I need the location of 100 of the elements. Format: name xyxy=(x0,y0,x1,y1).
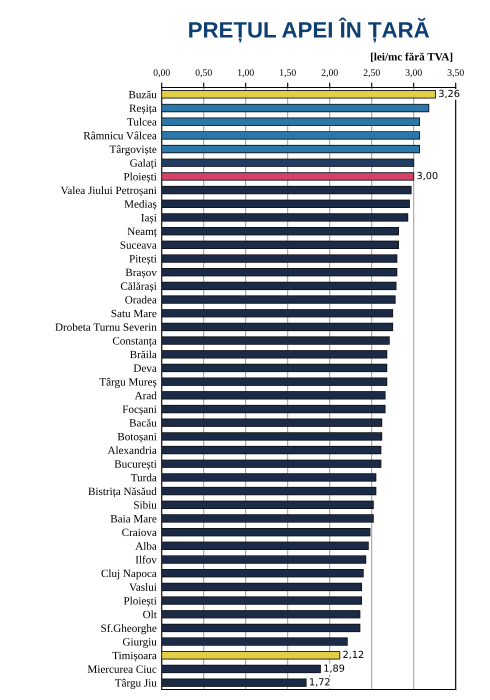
bar xyxy=(162,651,340,660)
bar xyxy=(162,624,360,632)
y-tick-label: Ploiești xyxy=(124,172,157,183)
data-label: 1,72 xyxy=(310,678,330,686)
y-tick-label: Suceava xyxy=(120,241,157,249)
bar xyxy=(162,144,420,154)
y-tick-label: Focșani xyxy=(122,406,157,416)
x-tick-label: 2,00 xyxy=(322,69,338,78)
y-tick-label: Sibiu xyxy=(134,500,157,509)
bar xyxy=(162,664,321,674)
y-tick-label: Buzău xyxy=(128,90,157,98)
y-tick-label: Sf.Gheorghe xyxy=(101,624,156,634)
y-tick-label: Oradea xyxy=(125,296,157,304)
bar xyxy=(162,104,430,112)
y-tick-label: Baia Mare xyxy=(110,514,156,522)
bar xyxy=(162,268,398,276)
y-tick-label: Miercurea Ciuc xyxy=(88,665,156,673)
y-tick-label: Turda xyxy=(130,474,157,482)
bar xyxy=(162,569,364,578)
y-tick-label: Craiova xyxy=(122,528,157,536)
bar xyxy=(162,200,410,208)
bar xyxy=(162,322,394,332)
y-tick-label: Pitești xyxy=(129,255,157,265)
y-tick-label: Bacău xyxy=(129,418,157,427)
y-tick-label: Drobeta Turnu Severin xyxy=(55,323,157,331)
bar xyxy=(162,514,374,523)
bar xyxy=(162,158,414,167)
bar xyxy=(162,528,370,536)
y-tick-label: Tulcea xyxy=(127,118,157,126)
x-tick-label: 3,00 xyxy=(406,69,422,78)
bar xyxy=(162,500,374,509)
bar xyxy=(162,213,408,222)
bar xyxy=(162,404,386,414)
data-label: 2,12 xyxy=(343,650,364,660)
y-tick-label: Giurgiu xyxy=(122,638,157,648)
y-tick-label: Călărași xyxy=(120,282,157,292)
y-tick-label: Brăila xyxy=(130,350,157,358)
data-label: 3,00 xyxy=(417,172,438,180)
x-axis-title: [lei/mc fără TVA] xyxy=(370,52,452,62)
y-tick-label: Târgu Mureș xyxy=(100,378,156,388)
y-tick-label: Arad xyxy=(134,391,157,400)
x-tick-label: 2,50 xyxy=(364,69,380,78)
bar xyxy=(162,131,420,140)
y-tick-label: București xyxy=(114,460,157,470)
bar xyxy=(162,336,390,345)
bar xyxy=(162,186,412,194)
bar xyxy=(162,678,307,687)
y-tick-label: Târgoviște xyxy=(110,145,156,156)
y-tick-label: Olt xyxy=(143,610,157,618)
bar xyxy=(162,542,369,550)
y-tick-label: Iași xyxy=(141,214,157,224)
bar xyxy=(162,460,382,468)
y-tick-label: Neamț xyxy=(128,228,157,238)
x-tick-label: 3,50 xyxy=(448,69,464,78)
data-label: 3,26 xyxy=(439,90,460,98)
y-tick-label: Alba xyxy=(135,542,157,550)
bar xyxy=(162,226,399,236)
bar xyxy=(162,418,382,427)
bar xyxy=(162,309,394,318)
bar xyxy=(162,118,420,126)
y-tick-label: Timișoara xyxy=(112,652,157,662)
y-tick-label: Bistrița Năsăud xyxy=(88,487,157,498)
bar xyxy=(162,364,388,372)
y-tick-label: Deva xyxy=(134,364,157,372)
x-tick-label: 0,50 xyxy=(196,69,212,78)
y-tick-label: Brașov xyxy=(126,268,157,278)
y-tick-label: Mediaș xyxy=(124,200,156,210)
bar xyxy=(162,582,362,592)
bar xyxy=(162,254,398,263)
bar xyxy=(162,377,388,386)
bar xyxy=(162,350,388,358)
y-tick-label: Galați xyxy=(130,158,157,169)
bar xyxy=(162,172,414,181)
y-tick-label: Ploiești xyxy=(124,596,157,607)
y-tick-label: Reșița xyxy=(129,104,157,114)
y-tick-label: Cluj Napoca xyxy=(101,569,157,580)
y-tick-label: Alexandria xyxy=(108,446,157,454)
bar xyxy=(162,282,396,290)
bar xyxy=(162,295,396,304)
bar xyxy=(162,610,360,618)
bar xyxy=(162,473,376,482)
bar xyxy=(162,486,376,496)
y-tick-label: Târgu Jiu xyxy=(114,678,157,689)
bar xyxy=(162,240,399,250)
bar xyxy=(162,555,366,564)
y-tick-label: Valea Jiului Petroșani xyxy=(60,186,157,196)
bar xyxy=(162,596,362,605)
bar xyxy=(162,446,382,454)
data-label: 1,89 xyxy=(324,664,344,673)
y-tick-label: Botoșani xyxy=(118,432,157,443)
y-tick-label: Constanța xyxy=(112,337,157,347)
bar xyxy=(162,90,436,99)
y-tick-label: Ilfov xyxy=(136,556,157,564)
x-tick-label: 1,00 xyxy=(238,69,254,78)
x-tick-label: 0,00 xyxy=(154,69,170,78)
bar xyxy=(162,432,382,441)
y-tick-label: Râmnicu Vâlcea xyxy=(84,132,157,140)
bar xyxy=(162,637,348,646)
bar xyxy=(162,391,386,400)
y-tick-label: Satu Mare xyxy=(112,310,156,318)
